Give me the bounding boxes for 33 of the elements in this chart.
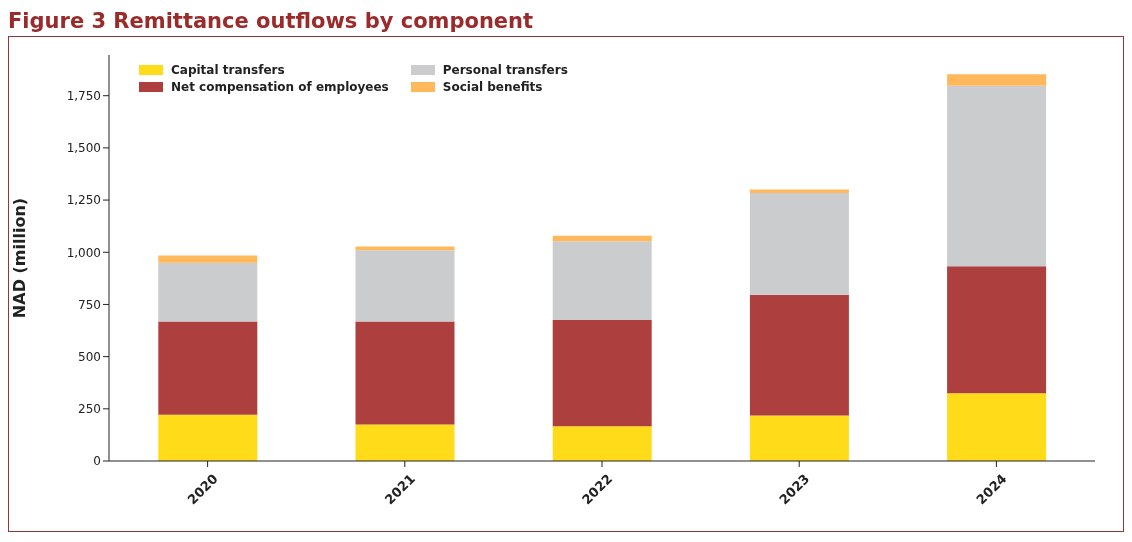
bar [947, 74, 1047, 86]
bar [947, 393, 1047, 461]
bar [158, 321, 258, 415]
bar [749, 189, 849, 193]
legend-label: Social benefits [442, 80, 543, 94]
bar [355, 250, 455, 322]
y-tick-label: 0 [93, 454, 101, 469]
bar [552, 235, 652, 242]
y-tick-label: 500 [78, 349, 101, 364]
y-tick-label: 750 [78, 297, 101, 312]
bar [158, 262, 258, 322]
bar [947, 85, 1047, 267]
legend-label: Capital transfers [171, 63, 285, 77]
y-tick-label: 1,750 [66, 88, 101, 103]
bar [947, 266, 1047, 394]
bar [355, 321, 455, 425]
bar [749, 415, 849, 461]
bar [552, 426, 652, 461]
y-tick-label: 1,000 [66, 245, 101, 260]
bar [552, 319, 652, 427]
chart-title: Figure 3 Remittance outflows by component [8, 8, 535, 35]
bar [749, 192, 849, 295]
y-tick-label: 1,500 [66, 141, 101, 156]
bar [355, 424, 455, 461]
y-axis-title: NAD (million) [9, 197, 29, 319]
legend-label: Personal transfers [442, 63, 568, 77]
bar [749, 294, 849, 416]
y-tick-label: 250 [78, 402, 101, 417]
legend-label: Net compensation of employees [171, 80, 389, 94]
bar [158, 255, 258, 263]
bar [158, 414, 258, 461]
bar [552, 241, 652, 320]
y-tick-label: 1,250 [66, 193, 101, 208]
